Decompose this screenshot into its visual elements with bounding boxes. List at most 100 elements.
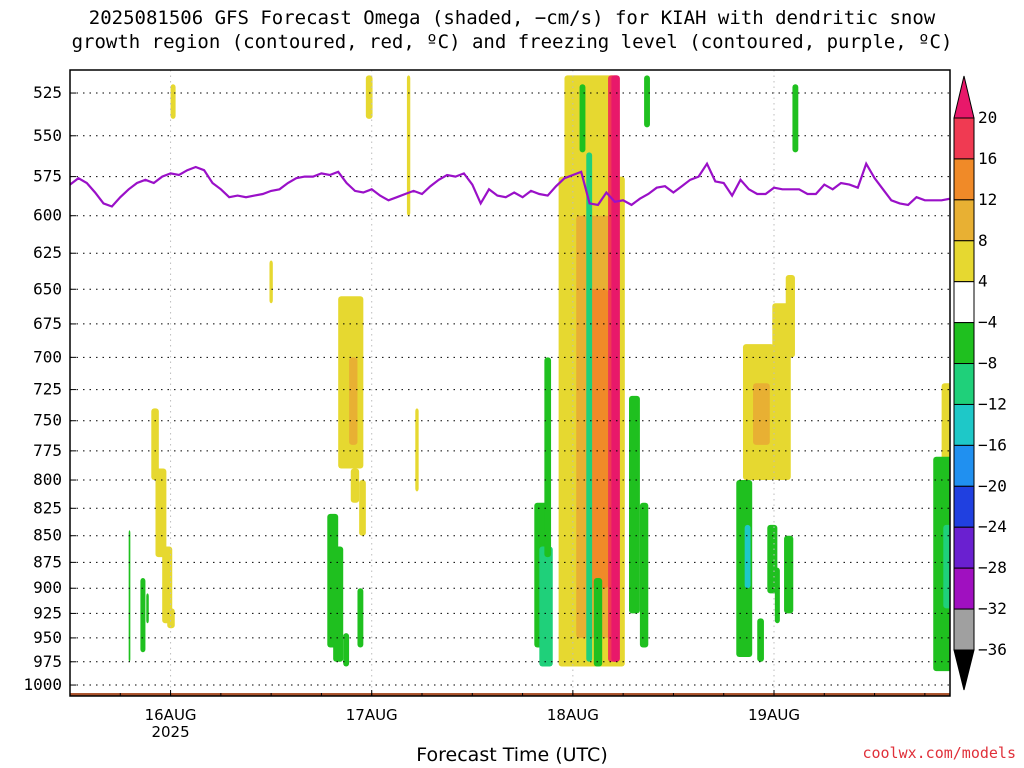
omega-cell [140, 577, 146, 653]
ground-fill [70, 693, 950, 696]
colorbar-label: −28 [978, 558, 1007, 577]
omega-cell [146, 593, 149, 624]
y-tick-label: 850 [33, 526, 62, 545]
colorbar-band [953, 363, 975, 405]
plot-frame [69, 69, 951, 697]
omega-cell [774, 567, 780, 624]
y-tick-label: 925 [33, 603, 62, 622]
omega-cell [350, 468, 360, 503]
colorbar-bottom-triangle [953, 649, 975, 691]
colorbar-band [953, 403, 975, 446]
y-tick-label: 1000 [23, 675, 62, 694]
colorbar-label: −4 [978, 313, 997, 332]
colorbar-label: −20 [978, 476, 1007, 495]
y-tick-label: 700 [33, 347, 62, 366]
omega-cell [155, 468, 167, 558]
omega-cell [639, 502, 649, 648]
colorbar-label: −8 [978, 354, 997, 373]
colorbar-label: −24 [978, 517, 1007, 536]
omega-cell [629, 395, 640, 614]
omega-cell [151, 408, 159, 481]
omega-cell [753, 383, 770, 445]
x-tick-sublabel: 2025 [151, 723, 189, 741]
omega-cell [933, 456, 950, 672]
omega-cell [128, 530, 131, 662]
omega-cell [415, 408, 419, 492]
y-axis: 525 550 575 600 625 650 675 700 725 750 775 800 825 8… [23, 83, 76, 694]
y-tick-label: 725 [33, 380, 62, 399]
omega-cell [586, 152, 593, 662]
omega-cell [757, 618, 764, 662]
y-tick-label: 625 [33, 243, 62, 262]
colorbar-band [953, 485, 975, 528]
omega-cell [357, 588, 364, 648]
omega-cell [644, 75, 650, 128]
colorbar-top-triangle [953, 75, 975, 119]
colorbar-band [953, 281, 975, 324]
colorbar-band [953, 444, 975, 487]
y-tick-label: 575 [33, 167, 62, 186]
colorbar-label: −36 [978, 640, 1007, 659]
omega-cell [1008, 48, 1014, 57]
y-tick-label: 900 [33, 578, 62, 597]
colorbar: 20 16 12 8 4 −4 −8 −12 −16 −20 −24 −28 −32 −36 [953, 75, 1007, 691]
omega-cell [744, 524, 751, 589]
omega-cell [943, 524, 950, 609]
x-axis-title: Forecast Time (UTC) [416, 744, 608, 766]
y-tick-label: 975 [33, 652, 62, 671]
omega-cell [343, 633, 350, 667]
freezing-level-contour [70, 161, 950, 208]
y-tick-label: 675 [33, 314, 62, 333]
colorbar-band [953, 322, 975, 365]
omega-shading [128, 48, 1014, 672]
x-tick-label: 18AUG [547, 706, 599, 724]
colorbar-band [953, 608, 975, 651]
ground-layer [70, 693, 950, 696]
omega-cell [333, 546, 344, 662]
omega-cell [167, 608, 175, 629]
omega-cell [593, 577, 603, 667]
omega-cell [170, 84, 176, 119]
freezing-level-line [70, 161, 950, 208]
colorbar-band [953, 240, 975, 283]
omega-cell [365, 75, 373, 119]
omega-cell [579, 84, 586, 153]
credit-text: coolwx.com/models [862, 744, 1016, 762]
colorbar-label: 4 [978, 272, 988, 291]
omega-cell [792, 84, 799, 153]
y-tick-label: 950 [33, 628, 62, 647]
colorbar-label: 16 [978, 149, 997, 168]
y-tick-label: 750 [33, 411, 62, 430]
x-tick-label: 19AUG [748, 706, 800, 724]
colorbar-band [953, 158, 975, 201]
omega-cell [544, 357, 552, 558]
omega-cell [349, 357, 358, 445]
y-tick-label: 600 [33, 206, 62, 225]
omega-cell [269, 260, 273, 304]
y-tick-label: 775 [33, 441, 62, 460]
colorbar-band [953, 199, 975, 242]
colorbar-label: 8 [978, 231, 988, 250]
y-tick-label: 525 [33, 83, 62, 102]
chart-title: 2025081506 GFS Forecast Omega (shaded, −… [0, 6, 1024, 54]
x-tick-label: 17AUG [346, 706, 398, 724]
colorbar-band [953, 117, 975, 160]
y-tick-label: 875 [33, 552, 62, 571]
omega-cell [359, 480, 366, 536]
colorbar-label: −16 [978, 435, 1007, 454]
title-line-1: 2025081506 GFS Forecast Omega (shaded, −… [88, 7, 936, 29]
colorbar-label: 20 [978, 108, 997, 127]
y-tick-label: 650 [33, 279, 62, 298]
colorbar-label: 12 [978, 190, 997, 209]
colorbar-band [953, 567, 975, 610]
y-tick-label: 825 [33, 498, 62, 517]
omega-cell [784, 535, 794, 614]
colorbar-label: −12 [978, 394, 1007, 413]
omega-cell [736, 480, 753, 658]
omega-cell [406, 75, 411, 216]
colorbar-band [953, 526, 975, 569]
omega-cell [539, 546, 553, 667]
y-tick-label: 800 [33, 470, 62, 489]
omega-cell [589, 289, 609, 589]
